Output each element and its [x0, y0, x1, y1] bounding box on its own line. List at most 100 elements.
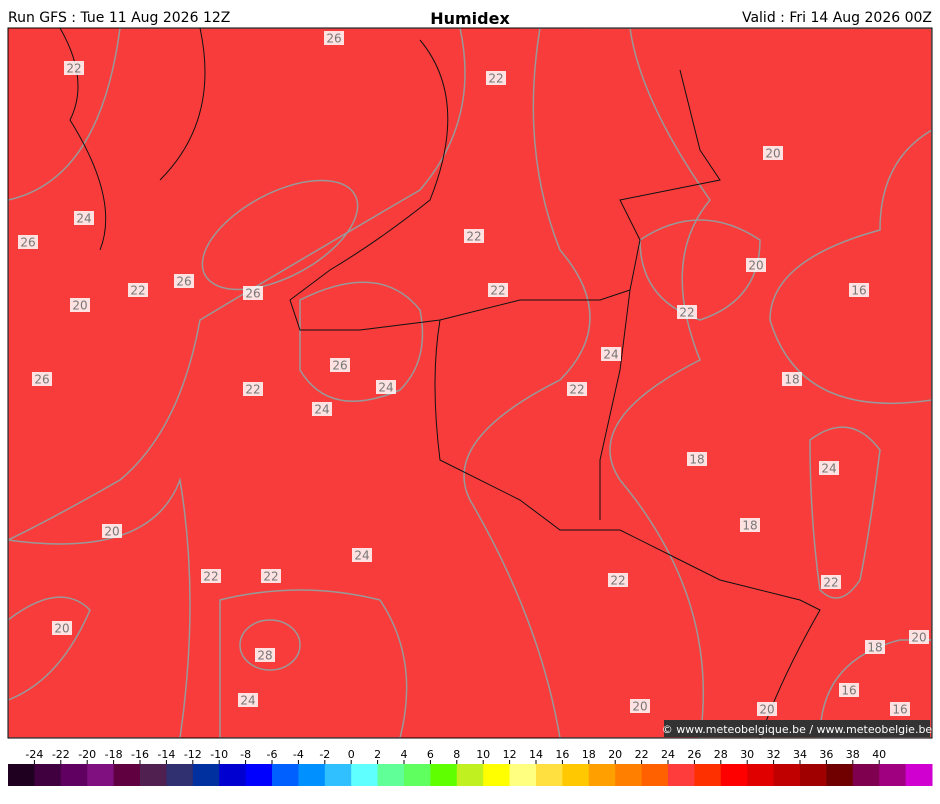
contour-label: 22 [203, 570, 218, 584]
colorbar-cell [588, 764, 616, 786]
contour-label: 26 [34, 373, 49, 387]
contour-label: 20 [54, 622, 69, 636]
contour-label: 22 [263, 570, 278, 584]
colorbar-label: 24 [661, 748, 675, 761]
contour-label-box [567, 382, 587, 396]
contour-label-box [376, 380, 396, 394]
valid-info: Valid : Fri 14 Aug 2026 00Z [742, 10, 932, 26]
colorbar-cell [404, 764, 431, 786]
contour-label: 20 [72, 299, 87, 313]
contour-label-box [174, 274, 194, 288]
contour-label: 18 [867, 641, 882, 655]
contour-label: 20 [104, 525, 119, 539]
contour-label-box [757, 702, 777, 716]
colorbar-label: -4 [293, 748, 304, 761]
colorbar-label: 4 [401, 748, 408, 761]
contour-label: 22 [823, 576, 838, 590]
contour-label-box [352, 548, 372, 562]
colorbar-label: -16 [131, 748, 149, 761]
colorbar-cell [668, 764, 695, 786]
colorbar-cell [351, 764, 379, 786]
colorbar-label: 28 [714, 748, 728, 761]
contour-label: 24 [821, 462, 836, 476]
contour-label: 26 [20, 236, 35, 250]
colorbar-label: 38 [846, 748, 860, 761]
contour-label-box [255, 648, 275, 662]
contour-label-box [488, 283, 508, 297]
colorbar-label: -8 [240, 748, 251, 761]
colorbar-label: -14 [157, 748, 175, 761]
contour-label: 20 [911, 631, 926, 645]
contour-label-box [486, 71, 506, 85]
colorbar-label: 32 [767, 748, 781, 761]
colorbar-label: 26 [687, 748, 701, 761]
colorbar-cell [34, 764, 62, 786]
colorbar-cell [60, 764, 88, 786]
contour-label-box [677, 305, 697, 319]
contour-label-box [243, 286, 263, 300]
contour-label-box [312, 402, 332, 416]
colorbar-cell [456, 764, 484, 786]
colorbar-cell [826, 764, 854, 786]
contour-label-box [64, 61, 84, 75]
contour-label-box [243, 382, 263, 396]
colorbar-cell [641, 764, 669, 786]
contour-label-box [849, 283, 869, 297]
contour-label-box [52, 621, 72, 635]
contour-label-box [464, 229, 484, 243]
colorbar-label: 22 [635, 748, 649, 761]
colorbar-cell [509, 764, 537, 786]
contour-label-box [324, 31, 344, 45]
contour-label-box [18, 235, 38, 249]
colorbar-label: 14 [529, 748, 543, 761]
contour-label-box [763, 146, 783, 160]
colorbar-label: -2 [319, 748, 330, 761]
contour-label: 22 [245, 383, 260, 397]
colorbar-label: -12 [184, 748, 202, 761]
colorbar-label: 40 [872, 748, 886, 761]
contour-label: 24 [240, 694, 255, 708]
colorbar: -24 -22 -20 -18 -16 -14 -12 -10 -8 -6 -4 -2 0 2 4 6 8 10 1… [8, 748, 933, 786]
contour-label: 26 [326, 32, 341, 46]
contour-label-box [128, 283, 148, 297]
contour-label-box [687, 452, 707, 466]
run-info: Run GFS : Tue 11 Aug 2026 12Z [8, 10, 230, 26]
contour-label-box [782, 372, 802, 386]
contour-label-box [238, 693, 258, 707]
colorbar-label: -10 [210, 748, 228, 761]
colorbar-cell [536, 764, 563, 786]
colorbar-cell [192, 764, 220, 786]
colorbar-cell [87, 764, 115, 786]
contour-label: 22 [488, 72, 503, 86]
contour-label-box [630, 699, 650, 713]
colorbar-cell [879, 764, 907, 786]
colorbar-label: -18 [105, 748, 123, 761]
contour-label-box [330, 358, 350, 372]
contour-label: 18 [689, 453, 704, 467]
contour-label: 18 [784, 373, 799, 387]
contour-label-box [601, 347, 621, 361]
colorbar-cell [483, 764, 511, 786]
contour-label: 22 [569, 383, 584, 397]
contour-label-box [839, 683, 859, 697]
contour-label-box [740, 518, 760, 532]
colorbar-label: 18 [582, 748, 596, 761]
colorbar-cell [166, 764, 194, 786]
contour-label: 22 [466, 230, 481, 244]
colorbar-cell [298, 764, 326, 786]
title: Humidex [430, 9, 510, 28]
colorbar-cell [747, 764, 775, 786]
colorbar-label: 34 [793, 748, 807, 761]
contour-label: 28 [257, 649, 272, 663]
contour-label: 26 [176, 275, 191, 289]
contour-label: 22 [490, 284, 505, 298]
colorbar-label: 6 [427, 748, 434, 761]
colorbar-cell [800, 764, 827, 786]
colorbar-cell [219, 764, 247, 786]
colorbar-cell [562, 764, 590, 786]
contour-label: 26 [245, 287, 260, 301]
contour-label: 16 [892, 703, 907, 717]
contour-label: 22 [130, 284, 145, 298]
colorbar-label: -22 [52, 748, 70, 761]
colorbar-label: 10 [476, 748, 490, 761]
